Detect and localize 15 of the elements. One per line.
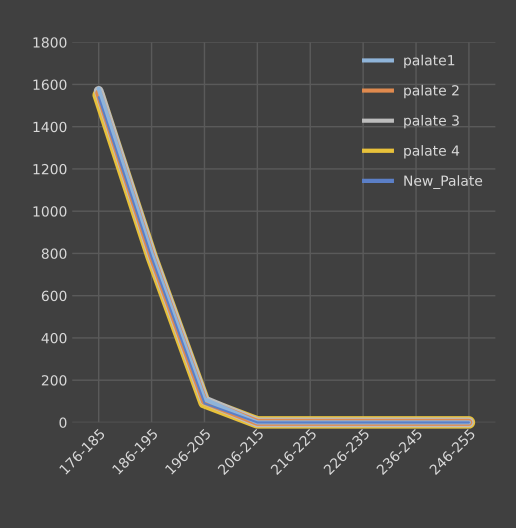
- y-tick-label: 600: [42, 290, 66, 302]
- y-tick-label: 1400: [34, 122, 66, 132]
- y-tick-label: 400: [42, 332, 66, 344]
- legend-label: palate 2: [404, 84, 459, 98]
- legend-label: New_Palate: [404, 175, 482, 189]
- y-tick-label: 800: [42, 248, 66, 259]
- y-tick-label: 1000: [34, 206, 66, 217]
- y-tick-label: 1600: [34, 79, 66, 90]
- legend-label: palate 3: [404, 114, 459, 128]
- legend-label: palate1: [404, 54, 454, 68]
- y-tick-label: 200: [42, 375, 66, 386]
- y-tick-label: 1200: [34, 164, 66, 174]
- y-tick-label: 0: [59, 417, 66, 428]
- legend-label: palate 4: [404, 145, 460, 159]
- y-tick-label: 1800: [34, 37, 66, 48]
